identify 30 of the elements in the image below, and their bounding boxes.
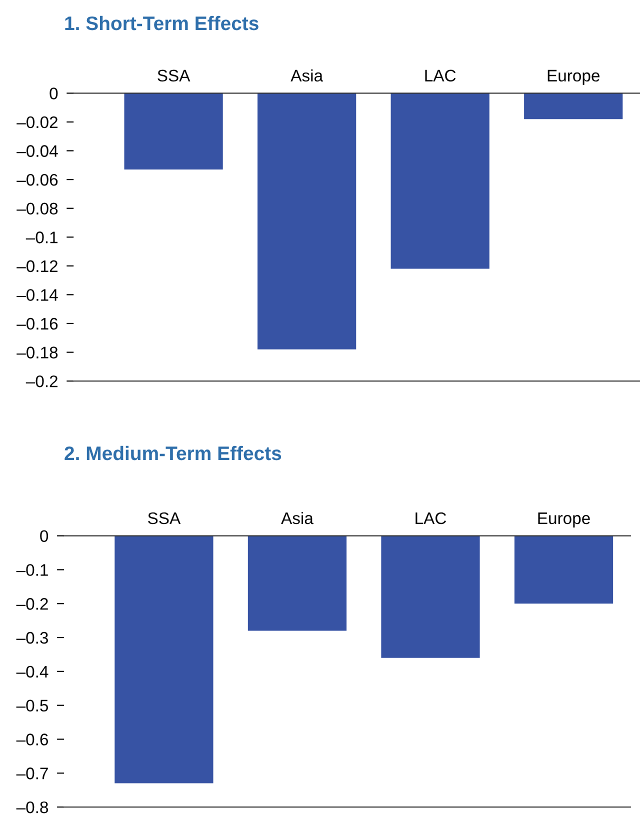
y-tick-label: –0.14	[16, 289, 58, 301]
y-tick-label: –0.1	[26, 232, 58, 244]
x-tick-label: Asia	[281, 512, 314, 524]
x-tick-label: Europe	[538, 512, 590, 528]
y-tick-label: –0.4	[16, 666, 48, 678]
y-tick-label: –0.3	[16, 632, 48, 644]
y-tick-label: –0.7	[16, 768, 48, 780]
y-tick-label: –0.08	[16, 202, 58, 215]
y-tick-label: –0.04	[16, 145, 58, 157]
y-tick-label: –0.5	[16, 700, 48, 712]
y-tick-label: 0	[50, 88, 58, 100]
y-tick-label: –0.18	[16, 346, 58, 358]
x-tick-label: Asia	[290, 69, 324, 82]
y-tick-label: –0.12	[16, 260, 58, 272]
x-tick-label: SSA	[158, 70, 190, 82]
x-tick-label: Europe	[548, 70, 600, 85]
y-tick-label: –0.02	[16, 116, 58, 128]
chart-title: 2. Medium-Term Effects	[64, 446, 282, 460]
y-tick-label: –0.16	[16, 318, 58, 330]
x-tick-label: SSA	[148, 512, 181, 524]
x-tick-label: LAC	[416, 512, 446, 524]
y-tick-label: –0.2	[26, 375, 58, 388]
y-tick-label: 0	[40, 530, 48, 542]
y-tick-label: –0.2	[16, 598, 48, 610]
y-tick-label: –0.6	[16, 734, 48, 746]
y-tick-label: –0.8	[16, 801, 48, 814]
x-tick-label: LAC	[425, 70, 456, 82]
y-tick-label: –0.06	[16, 174, 58, 186]
chart-title: 1. Short-Term Effects	[65, 16, 258, 30]
y-tick-label: –0.1	[16, 564, 48, 576]
